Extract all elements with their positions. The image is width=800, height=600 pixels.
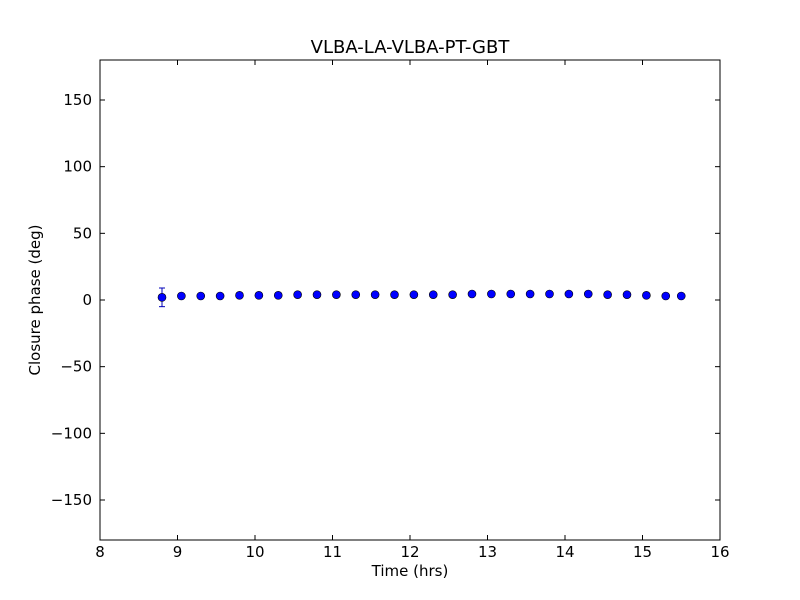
data-point: [293, 290, 302, 299]
data-point: [370, 290, 380, 299]
data-point: [312, 290, 322, 299]
data-point: [196, 291, 206, 301]
x-tick-label: 8: [95, 543, 105, 561]
data-point: [235, 291, 244, 300]
data-point: [487, 289, 496, 299]
y-tick-label: −150: [51, 491, 92, 509]
x-tick-label: 10: [245, 543, 264, 561]
data-point: [642, 291, 651, 300]
x-tick-label: 11: [323, 543, 342, 561]
y-axis-label: Closure phase (deg): [26, 225, 44, 376]
x-tick-label: 9: [173, 543, 183, 561]
data-point: [506, 289, 516, 299]
data-point: [564, 289, 574, 299]
data-point: [409, 290, 419, 299]
y-tick-label: 0: [82, 291, 92, 309]
data-point: [467, 289, 477, 299]
data-point: [273, 291, 283, 300]
data-point: [332, 290, 341, 299]
data-point: [215, 291, 225, 301]
x-tick-label: 15: [633, 543, 652, 561]
data-point: [157, 293, 167, 302]
data-point: [448, 290, 457, 299]
x-tick-label: 16: [710, 543, 729, 561]
chart-title: VLBA-LA-VLBA-PT-GBT: [311, 37, 511, 58]
y-tick-label: −50: [60, 358, 92, 376]
data-point: [545, 289, 554, 299]
data-point: [428, 290, 438, 299]
data-point: [351, 290, 361, 299]
x-tick-label: 12: [400, 543, 419, 561]
y-tick-label: −100: [51, 424, 92, 442]
y-tick-label: 50: [73, 224, 92, 242]
data-point: [390, 290, 399, 299]
y-tick-label: 150: [63, 91, 92, 109]
x-axis-label: Time (hrs): [371, 562, 449, 580]
data-point: [525, 289, 535, 299]
plot-area: 8 9 10 11 12 13 14 15 16 −150 −100 −50 0 50 100 150: [51, 59, 730, 561]
x-tick-label: 13: [478, 543, 497, 561]
data-point: [583, 289, 593, 299]
data-point: [661, 291, 671, 301]
y-tick-label: 100: [63, 158, 92, 176]
data-point: [177, 291, 186, 301]
data-point: [676, 291, 686, 301]
data-point: [622, 290, 632, 299]
x-tick-label: 14: [555, 543, 574, 561]
data-point: [254, 291, 264, 300]
data-point: [603, 290, 612, 299]
